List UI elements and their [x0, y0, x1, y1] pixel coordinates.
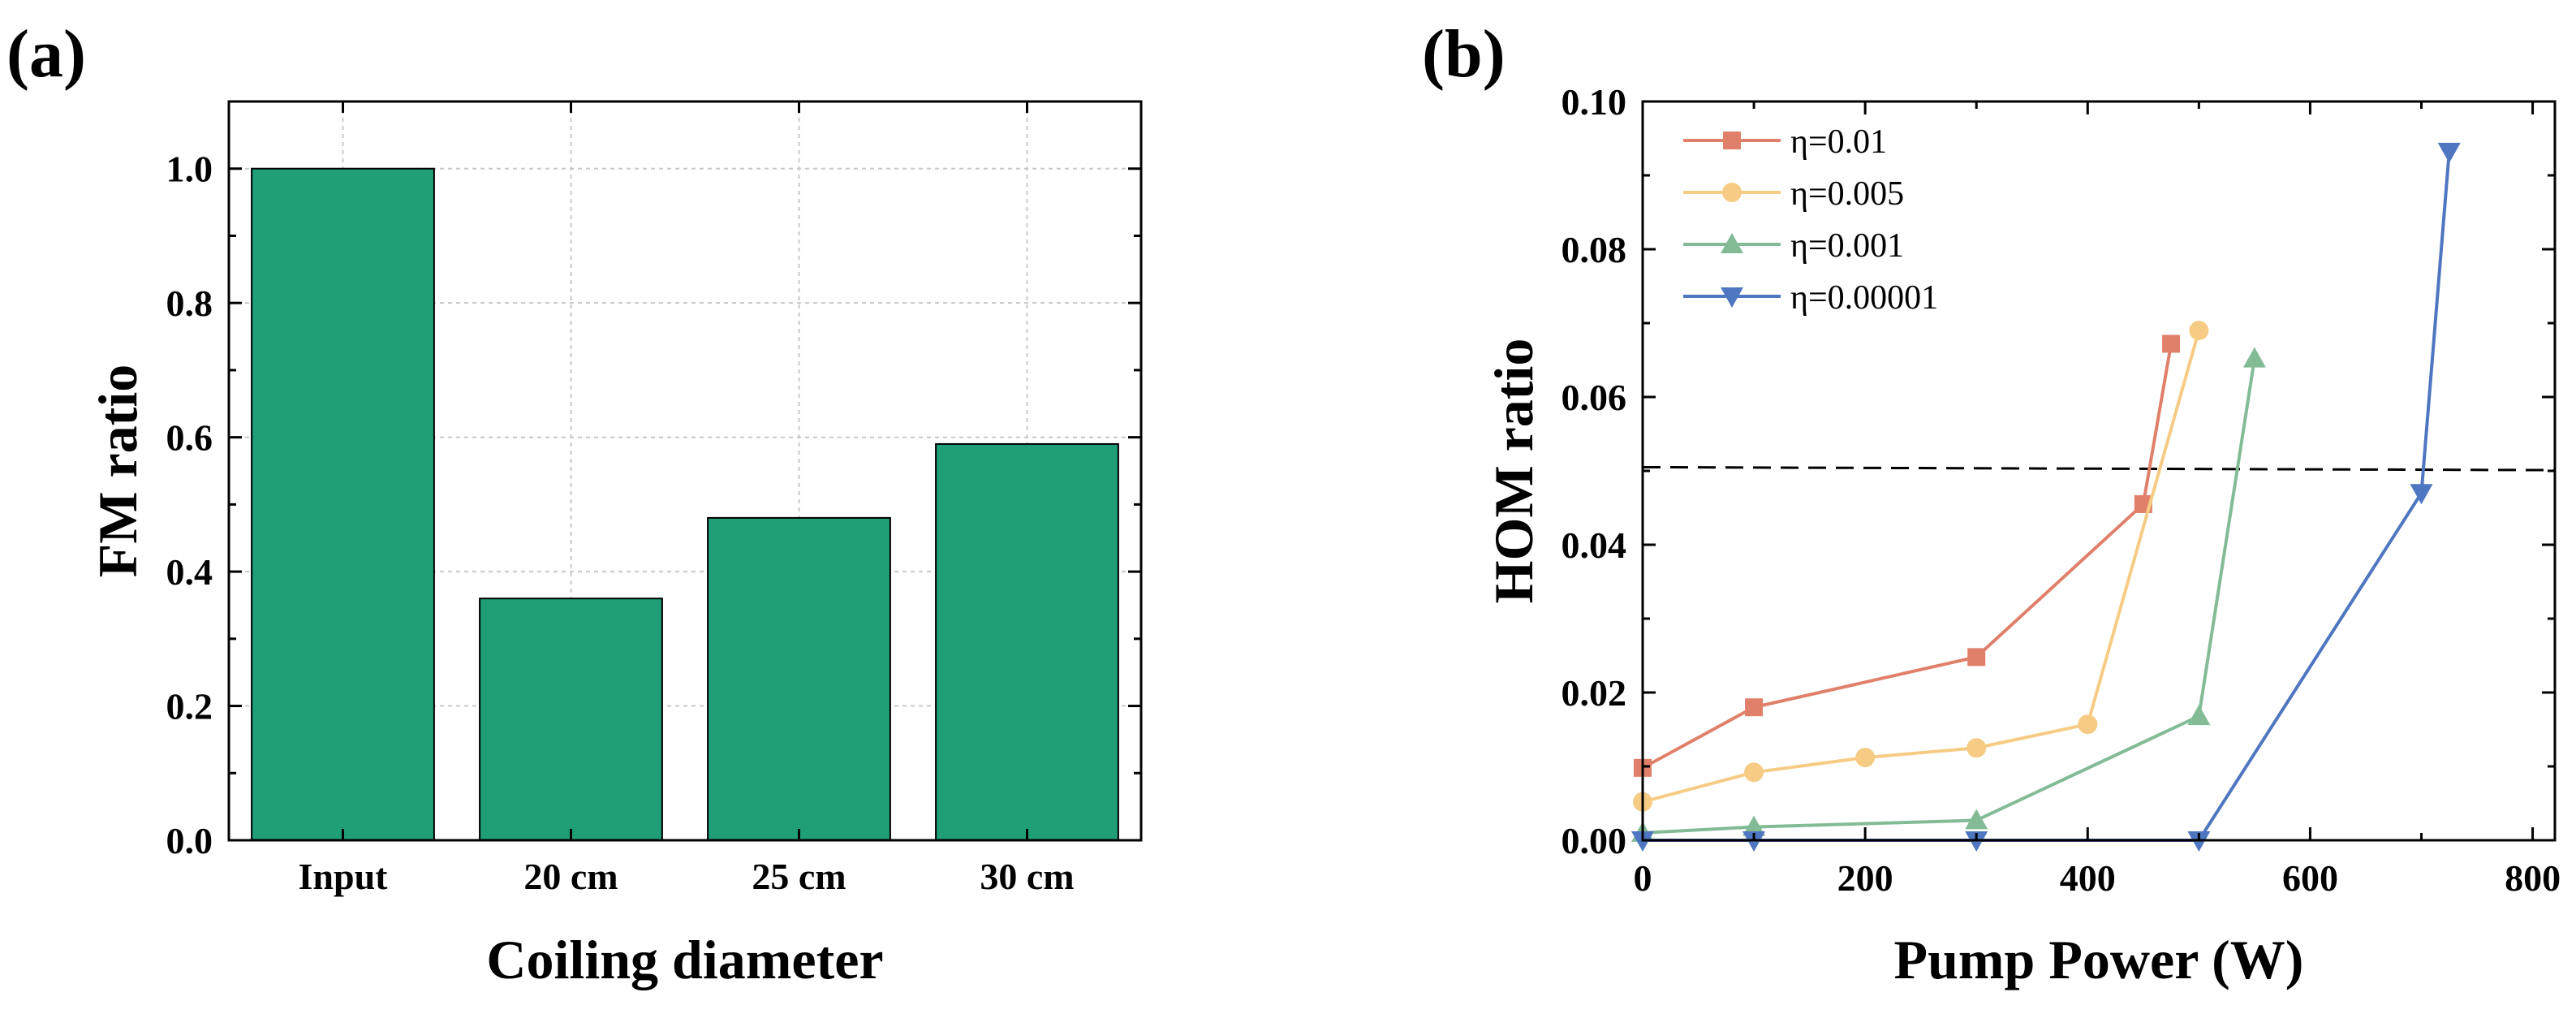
panel-b-x-axis-title: Pump Power (W): [1894, 929, 2304, 990]
panel-a-bar-chart: (a) Input 20 cm 25 cm 30 cm 0.0 0.2 0.4 0.6 0.8 1…: [6, 16, 1143, 990]
legend-marker-eta-0-005: [1722, 183, 1742, 202]
legend-label-eta-0-00001: η=0.00001: [1790, 279, 1938, 317]
legend-label-eta-0-005: η=0.005: [1790, 175, 1904, 213]
data-point-eta-0-005: [1966, 738, 1987, 758]
series-eta-0-005: [1633, 321, 2209, 812]
panel-b-label: (b): [1422, 16, 1506, 92]
panel-b-line-chart: (b) 0 200 400 600 800 0.00 0.02 0.04 0.06 0.08 0.1…: [1422, 16, 2561, 990]
bar-input: [251, 167, 435, 841]
panel-a-frame: [227, 100, 1143, 842]
series-line-eta-0-005: [1642, 330, 2201, 804]
panel-a-x-tick-label: Input: [299, 856, 389, 897]
bar-30-cm: [935, 442, 1119, 842]
bar-20-cm: [479, 598, 663, 841]
panel-a-y-tick-label: 0.8: [166, 283, 213, 324]
panel-a-y-tick-label: 0.2: [166, 686, 213, 727]
panel-a-y-tick-label: 0.6: [166, 417, 213, 459]
legend-item-eta-0-005: η=0.005: [1683, 175, 1904, 213]
panel-b-y-tick-label: 0.06: [1562, 377, 1627, 418]
panel-b-y-tick-label: 0.04: [1562, 524, 1627, 566]
bar-25-cm: [707, 516, 891, 842]
series-eta-0-00001: [1631, 142, 2461, 852]
legend-marker-eta-0-00001: [1721, 287, 1743, 308]
panel-a-y-tick-label: 0.4: [166, 551, 213, 593]
data-point-eta-0-005: [2078, 714, 2098, 735]
legend-marker-eta-0-01: [1723, 132, 1741, 149]
data-point-eta-0-005: [1744, 762, 1764, 783]
legend-item-eta-0-001: η=0.001: [1683, 227, 1904, 265]
panel-b-x-tick-label: 400: [2060, 857, 2116, 899]
panel-a-x-axis-title: Coiling diameter: [486, 929, 883, 990]
data-point-eta-0-005: [2189, 321, 2209, 341]
panel-b-y-tick-label: 0.00: [1562, 820, 1627, 861]
legend-item-eta-0-00001: η=0.00001: [1683, 279, 1938, 317]
panel-a-x-tick-label: 30 cm: [980, 856, 1074, 897]
data-point-eta-0-01: [2162, 334, 2181, 353]
legend-marker-eta-0-001: [1721, 233, 1743, 253]
panel-b-x-tick-label: 200: [1837, 857, 1893, 899]
panel-a-label: (a): [6, 16, 86, 92]
data-point-eta-0-001: [2242, 347, 2266, 368]
data-point-eta-0-01: [1745, 698, 1764, 717]
panel-b-x-tick-label: 0: [1634, 857, 1652, 899]
panel-b-reference-line: [1642, 465, 2556, 472]
series-eta-0-01: [1634, 334, 2181, 777]
series-line-eta-0-001: [1642, 358, 2256, 835]
data-point-eta-0-00001: [2437, 142, 2461, 163]
data-point-eta-0-001: [1742, 815, 1766, 836]
panel-a-bars: [251, 167, 1119, 842]
data-point-eta-0-001: [2187, 705, 2211, 726]
data-point-eta-0-01: [1967, 648, 1986, 667]
data-point-eta-0-00001: [2410, 484, 2433, 505]
panel-b-legend: η=0.01 η=0.005 η=0.001 η=0.00001: [1683, 123, 1938, 317]
panel-a-y-tick-label: 0.0: [166, 820, 213, 861]
panel-a-ticks: Input 20 cm 25 cm 30 cm 0.0 0.2 0.4 0.6 0.8 1.0: [166, 100, 1141, 897]
panel-b-ticks: 0 200 400 600 800 0.00 0.02 0.04 0.06 0.08 0.10: [1562, 81, 2561, 899]
legend-label-eta-0-01: η=0.01: [1790, 123, 1887, 161]
legend-label-eta-0-001: η=0.001: [1790, 227, 1904, 265]
panel-a-y-axis-title: FM ratio: [87, 365, 149, 577]
panel-b-y-tick-label: 0.10: [1562, 81, 1627, 123]
panel-b-y-axis-title: HOM ratio: [1483, 339, 1544, 604]
panel-b-y-tick-label: 0.08: [1562, 229, 1627, 270]
threshold-dashed-line: [1642, 465, 2556, 472]
data-point-eta-0-001: [1965, 809, 1988, 830]
panel-a-x-tick-label: 25 cm: [752, 856, 846, 897]
panel-b-x-tick-label: 600: [2282, 857, 2338, 899]
panel-b-x-tick-label: 800: [2505, 857, 2561, 899]
series-eta-0-001: [1631, 347, 2266, 842]
series-line-eta-0-00001: [1643, 151, 2451, 842]
panel-a-y-tick-label: 1.0: [166, 149, 213, 190]
data-point-eta-0-005: [1855, 748, 1876, 768]
panel-b-series: [1631, 142, 2461, 852]
legend-item-eta-0-01: η=0.01: [1683, 123, 1887, 161]
panel-a-x-tick-label: 20 cm: [523, 856, 618, 897]
panel-b-y-tick-label: 0.02: [1562, 672, 1627, 714]
